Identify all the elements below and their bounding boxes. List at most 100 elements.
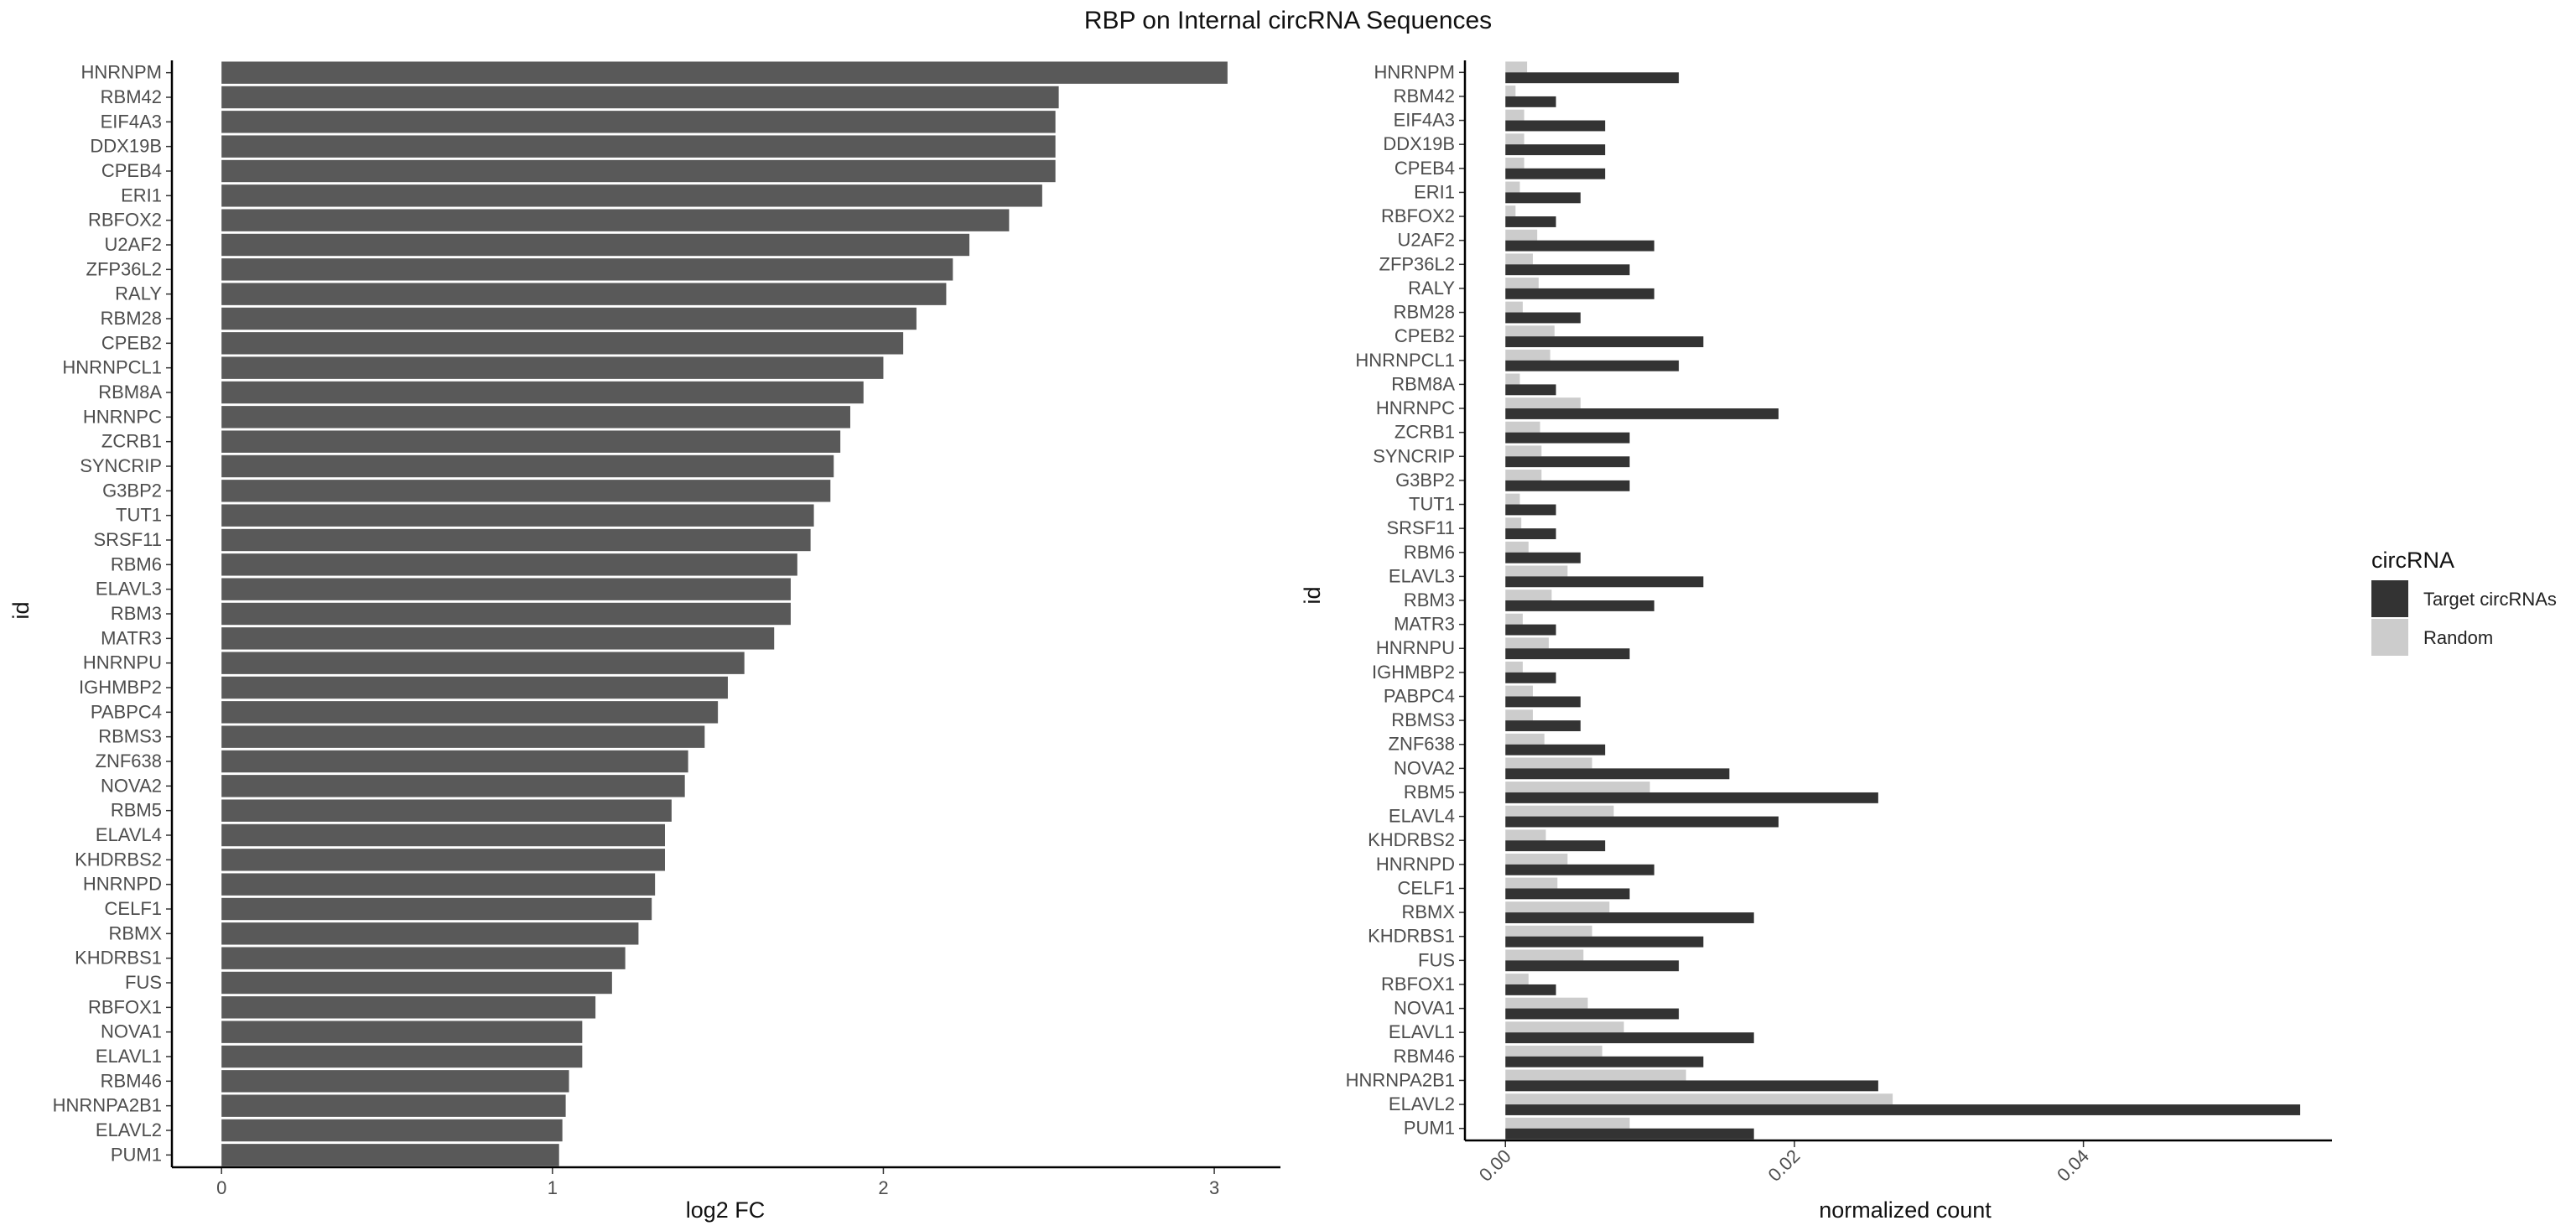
right-y-tick-label: U2AF2 xyxy=(1398,230,1455,251)
bar-rbm28-random xyxy=(1505,301,1523,313)
right-y-tick-label: RBM6 xyxy=(1404,542,1455,563)
right-y-tick-label: RBM3 xyxy=(1404,590,1455,610)
bar-znf638 xyxy=(221,750,688,773)
right-y-tick-label: RBM8A xyxy=(1391,373,1455,394)
bar-hnrnpc-target-circrnas xyxy=(1505,408,1779,419)
left-y-tick-label: ERI1 xyxy=(121,184,162,205)
bar-cpeb2-random xyxy=(1505,325,1555,337)
bar-g3bp2-random xyxy=(1505,470,1542,480)
bar-zfp36l2-target-circrnas xyxy=(1505,264,1630,276)
bar-g3bp2 xyxy=(221,480,831,502)
left-y-tick-label: TUT1 xyxy=(116,505,162,526)
bar-hnrnpcl1-random xyxy=(1505,349,1550,361)
right-y-tick-label: MATR3 xyxy=(1394,614,1455,635)
left-y-tick-label: SYNCRIP xyxy=(80,455,162,476)
bar-nova1 xyxy=(221,1021,583,1043)
left-y-tick-label: PABPC4 xyxy=(91,701,162,722)
bar-hnrnpm-random xyxy=(1505,61,1528,73)
right-y-tick-label: KHDRBS1 xyxy=(1368,926,1455,947)
left-y-tick-label: HNRNPCL1 xyxy=(62,357,162,378)
left-y-tick-label: ZNF638 xyxy=(96,751,162,771)
right-y-tick-label: RBM46 xyxy=(1394,1046,1455,1067)
bar-rbm6-random xyxy=(1505,541,1529,553)
legend-label: Target circRNAs xyxy=(2423,589,2557,610)
right-x-tick-label: 0.00 xyxy=(1475,1145,1515,1186)
bar-rbfox2 xyxy=(221,209,1010,231)
bar-elavl3-target-circrnas xyxy=(1505,576,1704,588)
legend-title: circRNA xyxy=(2371,548,2454,573)
left-y-axis-title: id xyxy=(8,601,34,619)
left-y-tick-label: CPEB4 xyxy=(101,160,162,181)
right-y-tick-label: RBFOX1 xyxy=(1381,974,1455,995)
bar-zfp36l2-random xyxy=(1505,253,1533,265)
bar-khdrbs1 xyxy=(221,947,626,969)
bar-znf638-random xyxy=(1505,733,1545,745)
right-y-tick-label: RBM42 xyxy=(1394,86,1455,106)
bar-rbm8a xyxy=(221,381,864,404)
bar-u2af2 xyxy=(221,233,970,257)
bar-nova2-target-circrnas xyxy=(1505,768,1730,780)
bar-celf1-target-circrnas xyxy=(1505,888,1630,900)
bar-srsf11-random xyxy=(1505,517,1522,529)
bar-pum1-target-circrnas xyxy=(1505,1128,1754,1140)
left-x-ticks: 0 1 2 3 xyxy=(216,1167,1219,1198)
bar-ddx19b-target-circrnas xyxy=(1505,144,1606,156)
left-y-tick-label: HNRNPU xyxy=(83,652,162,673)
right-axes xyxy=(1463,60,2332,1142)
bar-fus-random xyxy=(1505,949,1584,961)
bar-rbmx-target-circrnas xyxy=(1505,912,1754,923)
bar-ighmbp2 xyxy=(221,676,728,699)
legend-entries: Target circRNAs Random xyxy=(2371,580,2557,656)
bar-matr3-target-circrnas xyxy=(1505,624,1556,636)
bar-elavl3 xyxy=(221,578,791,600)
right-y-tick-label: HNRNPM xyxy=(1374,61,1455,82)
bar-rbm46 xyxy=(221,1070,569,1093)
bar-raly-target-circrnas xyxy=(1505,288,1654,299)
bar-elavl2-random xyxy=(1505,1093,1893,1105)
left-x-axis-title: log2 FC xyxy=(686,1197,766,1223)
bar-rbms3-target-circrnas xyxy=(1505,720,1581,731)
left-axes xyxy=(170,60,1280,1169)
bar-hnrnpd-random xyxy=(1505,853,1568,865)
bar-hnrnpd xyxy=(221,873,656,896)
bar-rbfox1-target-circrnas xyxy=(1505,984,1556,995)
bar-cpeb2-target-circrnas xyxy=(1505,336,1704,348)
left-y-tick-label: RBFOX2 xyxy=(88,210,162,231)
right-y-tick-label: NOVA1 xyxy=(1394,998,1455,1019)
right-y-tick-label: IGHMBP2 xyxy=(1372,662,1455,683)
bar-hnrnpd-target-circrnas xyxy=(1505,864,1654,875)
bar-syncrip-target-circrnas xyxy=(1505,456,1630,468)
bar-pabpc4-random xyxy=(1505,685,1533,697)
bar-matr3 xyxy=(221,627,775,650)
right-y-tick-label: RBM28 xyxy=(1394,302,1455,323)
right-y-tick-label: ZNF638 xyxy=(1389,734,1455,755)
left-y-tick-label: HNRNPA2B1 xyxy=(53,1095,162,1116)
left-y-tick-label: ELAVL3 xyxy=(96,579,162,600)
normalized-count-bars xyxy=(1505,61,2301,1140)
right-y-tick-label: EIF4A3 xyxy=(1394,110,1455,131)
bar-elavl1-target-circrnas xyxy=(1505,1032,1754,1044)
left-y-tick-label: ZFP36L2 xyxy=(86,258,163,279)
bar-khdrbs1-random xyxy=(1505,925,1592,937)
bar-hnrnpa2b1-random xyxy=(1505,1069,1686,1081)
bar-rbm42-random xyxy=(1505,86,1516,96)
left-y-tick-label: HNRNPM xyxy=(80,62,162,83)
right-y-tick-label: SRSF11 xyxy=(1386,517,1455,538)
left-y-tick-label: EIF4A3 xyxy=(101,111,162,132)
right-x-tick-label: 0.02 xyxy=(1763,1145,1804,1186)
bar-fus-target-circrnas xyxy=(1505,960,1680,972)
right-y-tick-label: RALY xyxy=(1408,278,1455,299)
bar-rbm42-target-circrnas xyxy=(1505,96,1556,107)
bar-rbm8a-target-circrnas xyxy=(1505,384,1556,396)
bar-raly xyxy=(221,283,947,305)
bar-rbmx xyxy=(221,922,639,945)
bar-rbm5-target-circrnas xyxy=(1505,792,1878,803)
right-y-tick-label: ZCRB1 xyxy=(1394,422,1455,443)
bar-znf638-target-circrnas xyxy=(1505,744,1606,756)
bar-srsf11-target-circrnas xyxy=(1505,528,1556,540)
bar-hnrnpa2b1 xyxy=(221,1094,566,1117)
left-y-tick-label: PUM1 xyxy=(111,1144,162,1165)
bar-tut1-target-circrnas xyxy=(1505,504,1556,516)
left-y-tick-label: NOVA2 xyxy=(101,775,162,796)
